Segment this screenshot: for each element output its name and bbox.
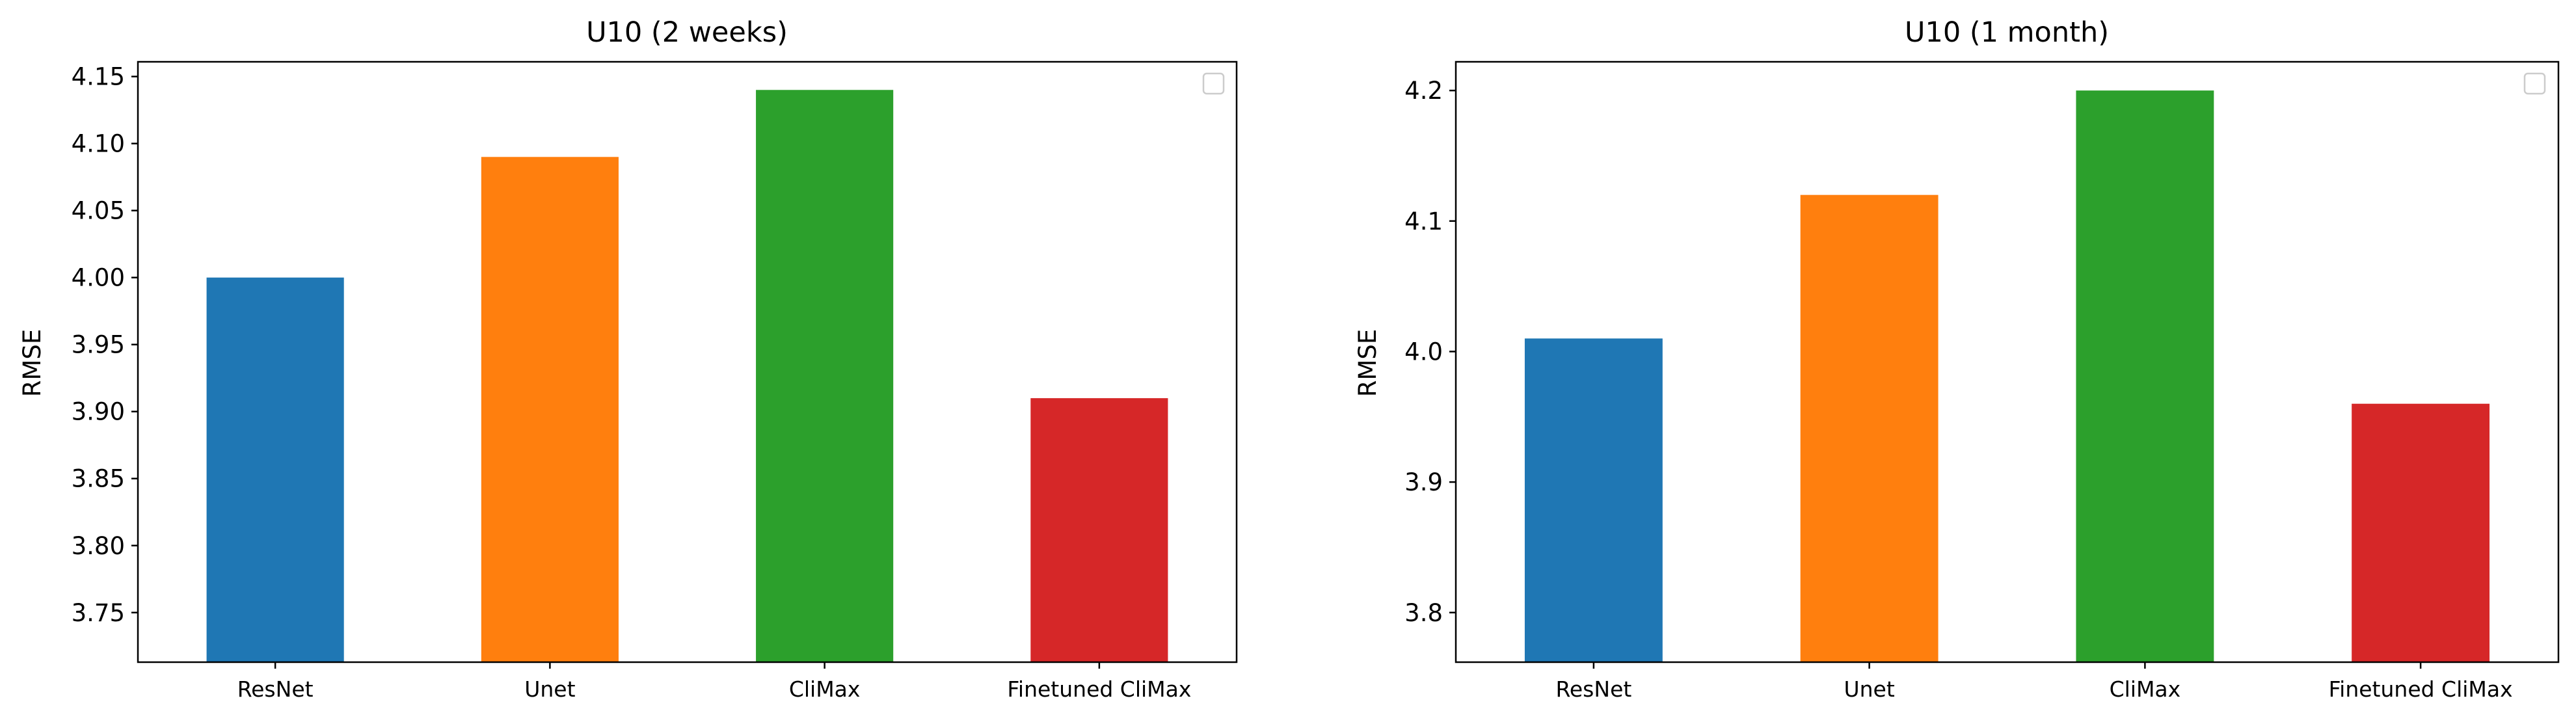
chart-panel-1: U10 (2 weeks) RMSE ResNet Unet CliMax Finet… [18, 16, 1238, 702]
y-tick-label: 4.05 [72, 197, 125, 225]
chart-1-legend-box[interactable] [1202, 72, 1225, 95]
chart-1-axes-frame [137, 60, 1238, 663]
bar-climax [2076, 90, 2214, 662]
y-tick-label: 3.75 [72, 599, 125, 627]
y-tick-label: 4.2 [1404, 77, 1443, 105]
bar-unet [1800, 194, 1939, 662]
x-tick-label: CliMax [2110, 676, 2181, 702]
y-tick-label: 3.95 [72, 331, 125, 359]
y-tick-label: 3.90 [72, 398, 125, 426]
bar-resnet [206, 277, 344, 662]
chart-2-title: U10 (1 month) [1905, 16, 2109, 49]
y-tick-label: 4.10 [72, 130, 125, 158]
chart-1-title: U10 (2 weeks) [586, 16, 788, 49]
y-tick-label: 4.1 [1404, 207, 1443, 235]
bar-climax [756, 90, 894, 662]
x-tick-label: Finetuned CliMax [2329, 676, 2513, 702]
bar-unet [481, 157, 619, 662]
x-tick-label: CliMax [789, 676, 861, 702]
chart-panel-2: U10 (1 month) RMSE ResNet Unet CliMax Finet… [1354, 16, 2560, 702]
chart-2-axes-frame [1455, 60, 2560, 663]
x-tick-label: Unet [524, 676, 575, 702]
x-tick-label: ResNet [237, 676, 314, 702]
bar-resnet [1524, 338, 1663, 662]
chart-2-ylabel: RMSE [1354, 329, 1382, 397]
chart-1-ylabel: RMSE [18, 329, 46, 397]
y-tick-label: 3.80 [72, 532, 125, 560]
y-tick-label: 3.85 [72, 465, 125, 493]
x-tick-label: Unet [1844, 676, 1894, 702]
y-tick-label: 3.9 [1404, 468, 1443, 496]
bar-finetuned-climax [2352, 403, 2490, 662]
y-tick-label: 4.15 [72, 63, 125, 91]
chart-1-plot: ResNet Unet CliMax Finetuned CliMax 3.75 3.80… [72, 63, 1192, 702]
chart-2-plot: ResNet Unet CliMax Finetuned CliMax 3.8 3.9 4.… [1404, 77, 2513, 702]
chart-2-legend-box[interactable] [2523, 72, 2546, 95]
bar-finetuned-climax [1030, 398, 1168, 662]
y-tick-label: 4.00 [72, 264, 125, 292]
x-tick-label: ResNet [1555, 676, 1631, 702]
x-tick-label: Finetuned CliMax [1007, 676, 1191, 702]
y-tick-label: 4.0 [1404, 338, 1443, 366]
y-tick-label: 3.8 [1404, 599, 1443, 627]
